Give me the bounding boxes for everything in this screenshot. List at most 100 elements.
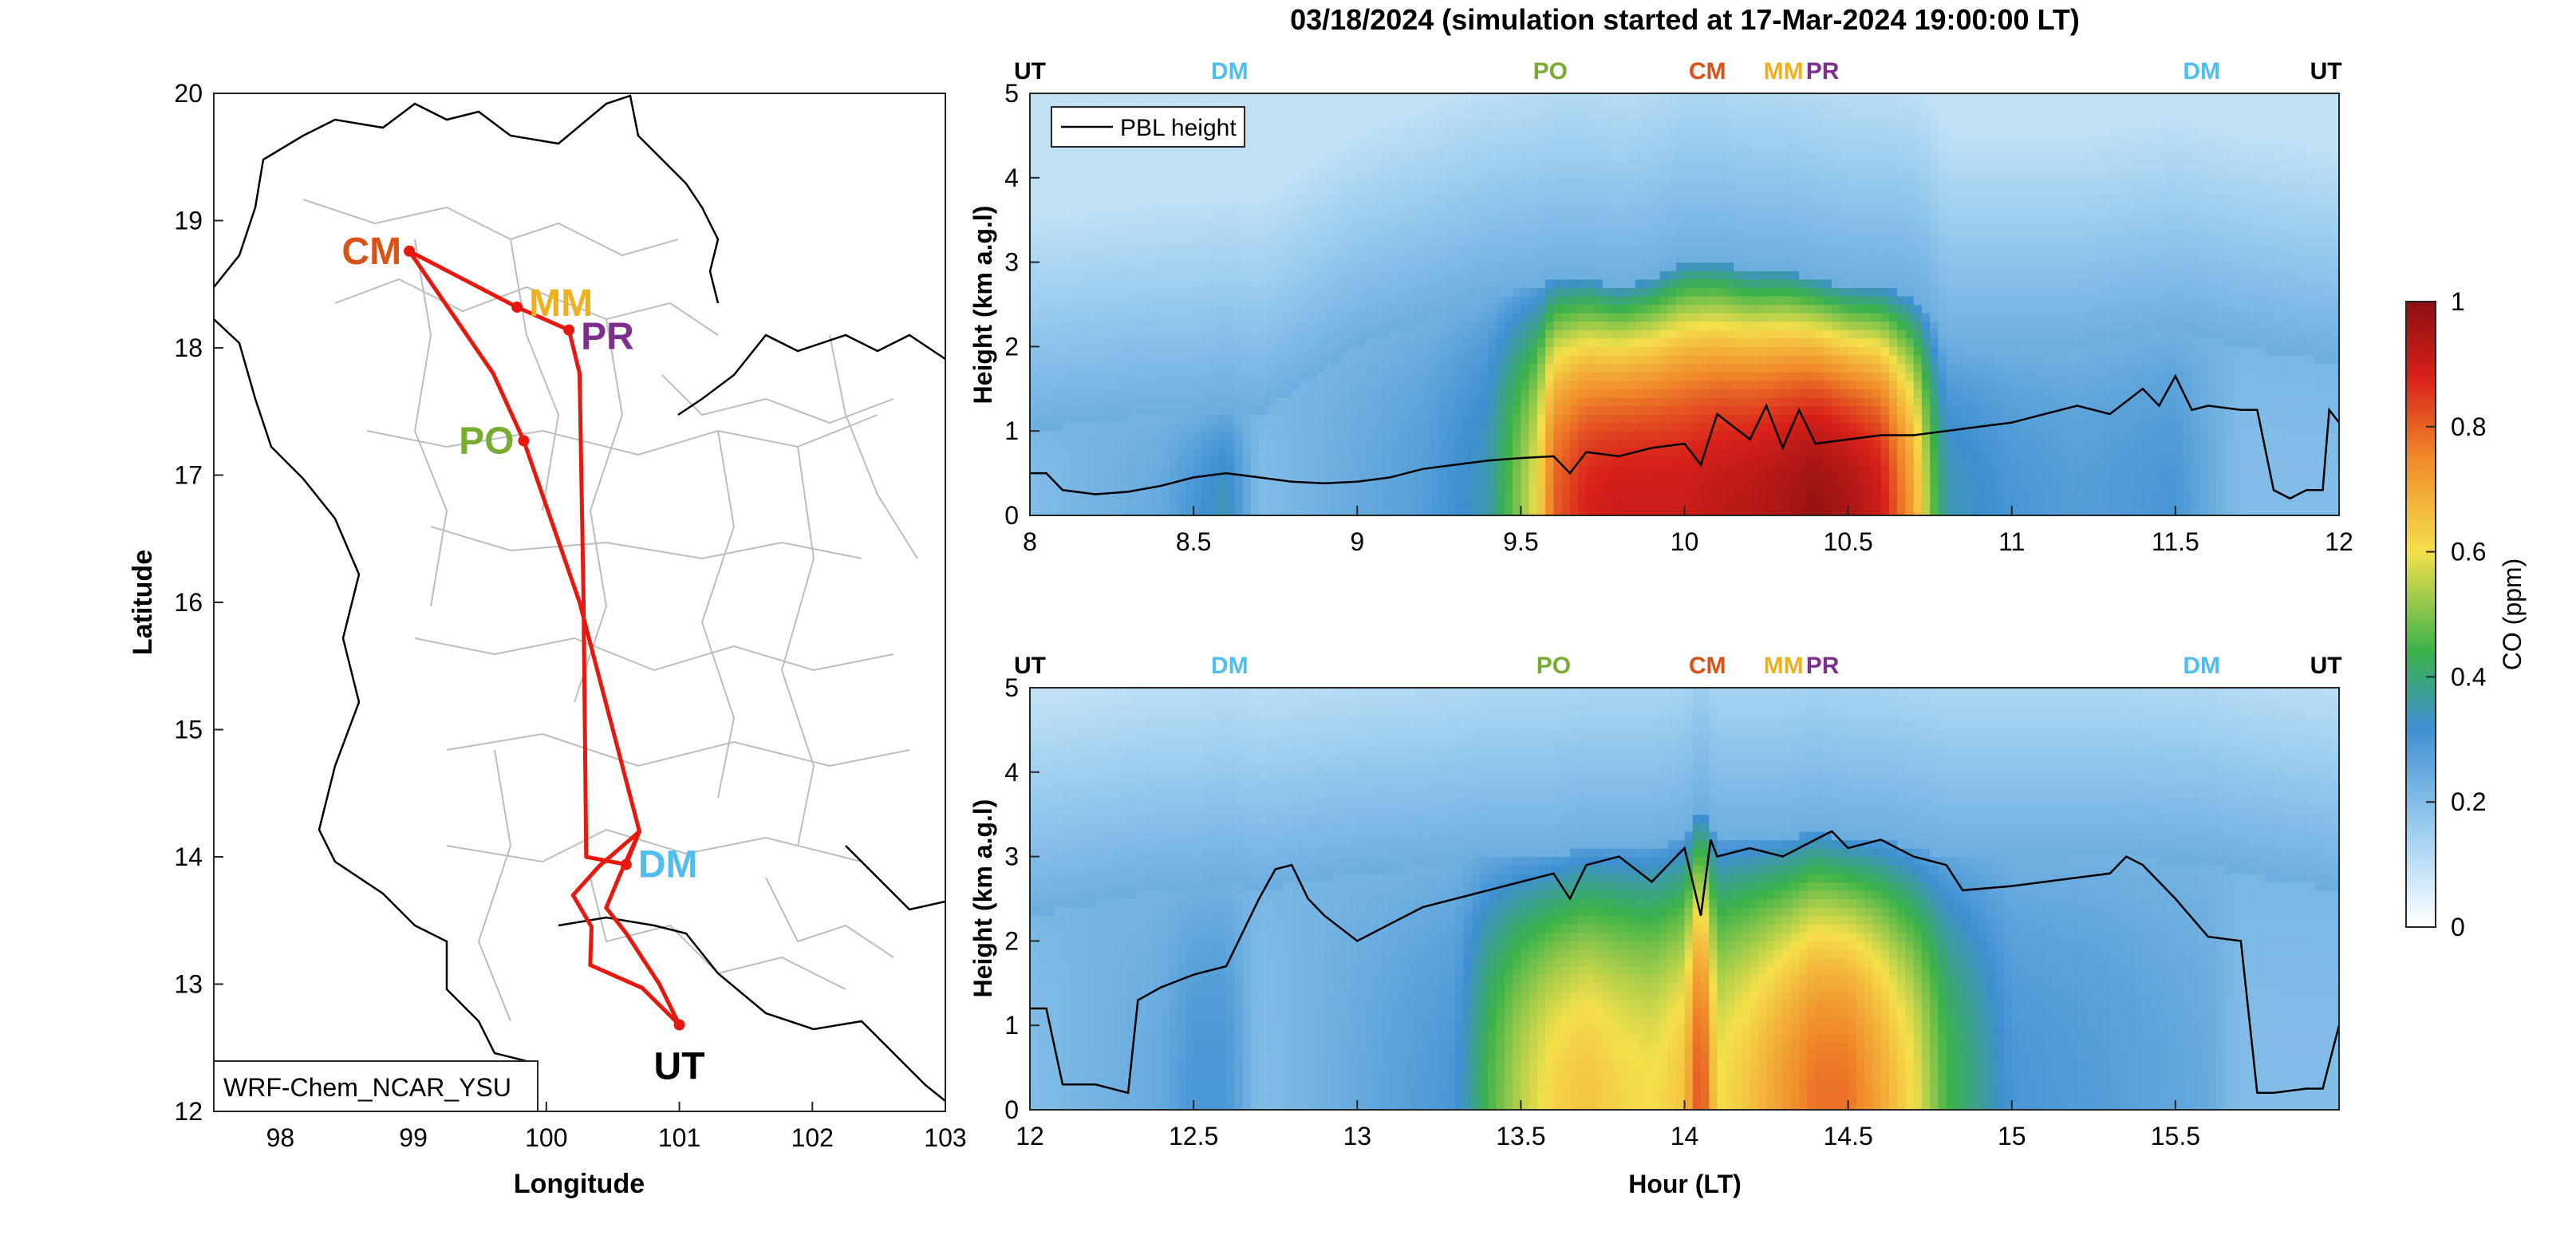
heatmap-cell bbox=[1513, 372, 1521, 381]
heatmap-cell bbox=[1095, 93, 1104, 103]
heatmap-cell bbox=[1717, 464, 1726, 474]
heatmap-cell bbox=[1430, 287, 1440, 297]
heatmap-cell bbox=[1382, 203, 1391, 212]
heatmap-cell bbox=[1504, 287, 1513, 297]
heatmap-cell bbox=[1071, 456, 1080, 466]
heatmap-cell bbox=[1357, 490, 1367, 499]
heatmap-cell bbox=[1692, 337, 1702, 347]
heatmap-cell bbox=[1177, 211, 1186, 221]
heatmap-cell bbox=[1496, 270, 1505, 280]
heatmap-cell bbox=[1463, 473, 1473, 483]
heatmap-cell bbox=[1398, 228, 1407, 238]
heatmap-cell bbox=[1193, 380, 1202, 389]
heatmap-cell bbox=[1790, 380, 1800, 389]
heatmap-cell bbox=[1463, 254, 1473, 263]
heatmap-cell bbox=[1602, 464, 1611, 474]
heatmap-cell bbox=[1578, 169, 1588, 179]
heatmap-cell bbox=[1357, 195, 1367, 204]
heatmap-cell bbox=[1742, 177, 1751, 187]
heatmap-cell bbox=[1790, 203, 1800, 212]
heatmap-cell bbox=[1725, 186, 1734, 195]
heatmap-cell bbox=[1063, 507, 1071, 515]
heatmap-cell bbox=[1275, 490, 1284, 499]
heatmap-cell bbox=[1774, 118, 1784, 128]
heatmap-cell bbox=[1398, 405, 1407, 415]
heatmap-cell bbox=[1275, 118, 1284, 128]
heatmap-cell bbox=[1651, 211, 1661, 221]
heatmap-cell bbox=[1087, 405, 1096, 415]
heatmap-cell bbox=[1357, 101, 1367, 111]
heatmap-cell bbox=[1701, 135, 1710, 145]
heatmap-cell bbox=[1447, 439, 1456, 448]
heatmap-cell bbox=[1169, 397, 1178, 407]
heatmap-cell bbox=[1766, 228, 1775, 238]
heatmap-cell bbox=[1496, 380, 1505, 389]
heatmap-cell bbox=[1815, 228, 1825, 238]
heatmap-cell bbox=[1152, 219, 1162, 229]
heatmap-cell bbox=[1054, 287, 1063, 297]
heatmap-cell bbox=[1136, 321, 1146, 330]
heatmap-cell bbox=[1398, 270, 1407, 280]
heatmap-cell bbox=[1545, 118, 1554, 128]
heatmap-cell bbox=[1529, 372, 1538, 381]
heatmap-cell bbox=[1283, 245, 1292, 255]
heatmap-cell bbox=[1095, 144, 1104, 153]
heatmap-cell bbox=[1095, 481, 1104, 491]
heatmap-cell bbox=[1553, 118, 1563, 128]
heatmap-cell bbox=[1438, 211, 1448, 221]
heatmap-cell bbox=[1815, 464, 1825, 474]
heatmap-cell bbox=[1488, 448, 1497, 457]
heatmap-cell bbox=[1349, 397, 1358, 407]
heatmap-cell bbox=[1152, 330, 1162, 339]
heatmap-cell bbox=[1422, 211, 1432, 221]
heatmap-cell bbox=[1684, 431, 1694, 440]
heatmap-cell bbox=[1193, 177, 1202, 187]
heatmap-cell bbox=[1324, 422, 1334, 432]
heatmap-cell bbox=[1316, 262, 1325, 271]
heatmap-cell bbox=[1561, 321, 1571, 330]
heatmap-cell bbox=[1643, 397, 1653, 407]
heatmap-cell bbox=[1087, 219, 1096, 229]
heatmap-cell bbox=[1332, 245, 1342, 255]
heatmap-cell bbox=[1586, 144, 1596, 153]
heatmap-cell bbox=[1504, 160, 1513, 170]
heatmap-cell bbox=[1030, 118, 1039, 128]
heatmap-cell bbox=[1488, 186, 1497, 195]
heatmap-cell bbox=[1414, 507, 1423, 515]
heatmap-cell bbox=[1209, 337, 1219, 347]
heatmap-cell bbox=[1709, 186, 1718, 195]
site-dot-pr bbox=[563, 324, 575, 336]
heatmap-cell bbox=[1332, 456, 1342, 466]
heatmap-cell bbox=[1382, 144, 1391, 153]
heatmap-cell bbox=[1103, 203, 1113, 212]
heatmap-cell bbox=[1209, 355, 1219, 365]
heatmap-cell bbox=[1742, 414, 1751, 424]
heatmap-cell bbox=[1521, 228, 1530, 238]
heatmap-cell bbox=[1242, 337, 1252, 347]
heatmap-cell bbox=[1463, 439, 1473, 448]
heatmap-cell bbox=[1292, 321, 1301, 330]
heatmap-cell bbox=[1521, 101, 1530, 111]
heatmap-cell bbox=[1169, 186, 1178, 195]
heatmap-cell bbox=[1537, 389, 1546, 398]
heatmap-cell bbox=[1300, 405, 1309, 415]
heatmap-cell bbox=[1799, 346, 1808, 356]
heatmap-cell bbox=[1340, 304, 1350, 314]
heatmap-cell bbox=[1709, 355, 1718, 365]
heatmap-cell bbox=[1774, 414, 1784, 424]
heatmap-cell bbox=[1480, 93, 1489, 103]
heatmap-cell bbox=[1275, 380, 1284, 389]
heatmap-cell bbox=[1635, 101, 1644, 111]
heatmap-cell bbox=[1390, 228, 1399, 238]
heatmap-cell bbox=[1349, 262, 1358, 271]
heatmap-cell bbox=[1513, 448, 1521, 457]
heatmap-cell bbox=[1226, 321, 1235, 330]
heatmap-cell bbox=[1611, 195, 1620, 204]
heatmap-cell bbox=[1701, 422, 1710, 432]
heatmap-cell bbox=[1496, 219, 1505, 229]
heatmap-cell bbox=[1340, 313, 1350, 322]
heatmap-cell bbox=[1463, 118, 1473, 128]
heatmap-cell bbox=[1422, 490, 1432, 499]
heatmap-cell bbox=[1144, 203, 1154, 212]
heatmap-cell bbox=[1103, 254, 1113, 263]
